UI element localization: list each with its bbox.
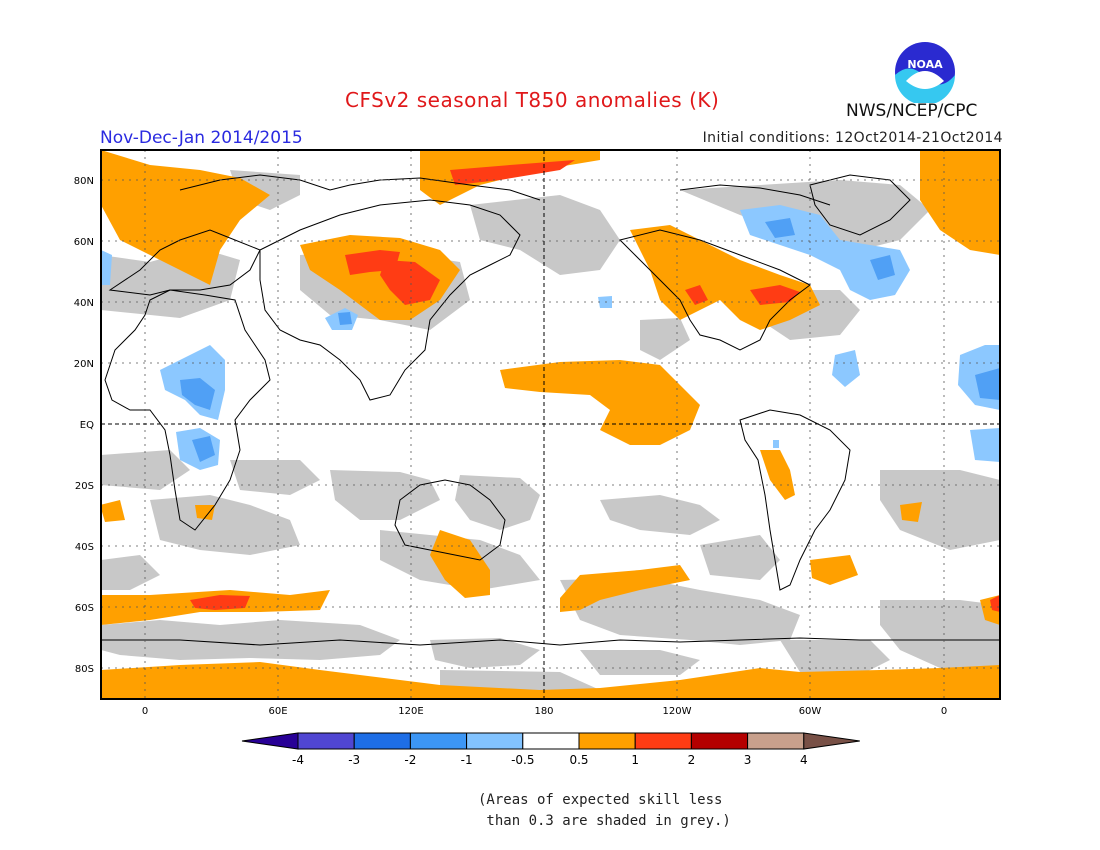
logo-text: NOAA	[907, 58, 943, 71]
colorbar-label: -1	[461, 753, 473, 767]
latitude-labels: 80N 60N 40N 20N EQ 20S 40S 60S 80S	[74, 176, 94, 675]
lat-label: 40N	[74, 298, 94, 309]
initial-conditions: Initial conditions: 12Oct2014-21Oct2014	[702, 130, 1003, 146]
lon-label: 120E	[398, 706, 423, 717]
lat-label: EQ	[80, 420, 94, 431]
coastlines	[101, 174, 1000, 646]
lat-label: 20N	[74, 359, 94, 370]
lon-label: 60E	[268, 706, 287, 717]
colorbar-label: -2	[404, 753, 416, 767]
lon-label: 60W	[799, 706, 822, 717]
noaa-logo: NOAA	[895, 42, 955, 103]
chart-title: CFSv2 seasonal T850 anomalies (K)	[345, 88, 720, 112]
colorbar-segment	[747, 732, 805, 750]
lat-label: 80S	[75, 664, 94, 675]
lon-label: 180	[534, 706, 553, 717]
colorbar-label: -3	[348, 753, 360, 767]
colorbar-segment	[690, 732, 749, 750]
lat-label: 60N	[74, 237, 94, 248]
agency-label: NWS/NCEP/CPC	[846, 101, 978, 121]
skill-note: (Areas of expected skill less than 0.3 a…	[478, 790, 731, 832]
colorbar-arrow-low	[241, 732, 299, 750]
colorbar-label: 4	[800, 753, 808, 767]
colorbar-segment	[297, 732, 355, 750]
forecast-period: Nov-Dec-Jan 2014/2015	[100, 128, 303, 148]
lon-label: 0	[142, 706, 148, 717]
colorbar-segment	[353, 732, 411, 750]
colorbar-segment	[522, 732, 580, 750]
lat-label: 40S	[75, 542, 94, 553]
colorbar-label: -4	[292, 753, 304, 767]
skill-note-line1: (Areas of expected skill less	[478, 792, 723, 808]
lat-label: 60S	[75, 603, 94, 614]
positive-anomaly-regions	[101, 150, 1000, 699]
colorbar-segment	[578, 732, 636, 750]
strong-negative-anomaly-regions	[180, 218, 1000, 462]
lat-label: 80N	[74, 176, 94, 187]
colorbar-arrow-high	[803, 732, 860, 750]
colorbar-segment	[466, 732, 524, 750]
colorbar-segment	[634, 732, 692, 750]
colorbar-segment	[409, 732, 468, 750]
colorbar-label: 1	[631, 753, 639, 767]
anomaly-shading	[101, 150, 1000, 699]
longitude-labels: 0 60E 120E 180 120W 60W 0	[142, 706, 947, 717]
equator-dateline	[101, 150, 1000, 699]
lat-label: 20S	[75, 481, 94, 492]
colorbar-label: -0.5	[511, 753, 534, 767]
skill-note-line2: than 0.3 are shaded in grey.)	[478, 813, 731, 829]
colorbar-label: 0.5	[569, 753, 588, 767]
map-frame	[100, 149, 1001, 700]
colorbar-label: 2	[688, 753, 696, 767]
colorbar: -4 -3 -2 -1 -0.5 0.5 1 2 3 4	[241, 732, 860, 767]
colorbar-label: 3	[744, 753, 752, 767]
lon-label: 120W	[663, 706, 692, 717]
lon-label: 0	[941, 706, 947, 717]
